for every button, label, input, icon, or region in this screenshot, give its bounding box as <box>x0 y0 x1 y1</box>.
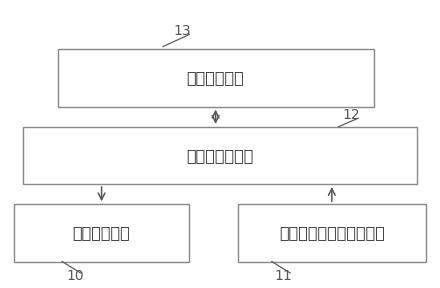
FancyBboxPatch shape <box>22 127 418 184</box>
Text: 12: 12 <box>343 108 360 122</box>
FancyBboxPatch shape <box>14 204 189 262</box>
FancyBboxPatch shape <box>238 204 426 262</box>
Text: 单片机控制单元: 单片机控制单元 <box>186 148 254 163</box>
Text: 液晶显示单元: 液晶显示单元 <box>187 71 245 86</box>
Text: 10: 10 <box>66 269 84 283</box>
Text: 倒角传感器水平检测单元: 倒角传感器水平检测单元 <box>279 225 385 240</box>
FancyBboxPatch shape <box>58 50 374 107</box>
Text: 舐机调节单元: 舐机调节单元 <box>73 225 130 240</box>
Text: 11: 11 <box>275 269 293 283</box>
Text: 13: 13 <box>174 24 191 38</box>
